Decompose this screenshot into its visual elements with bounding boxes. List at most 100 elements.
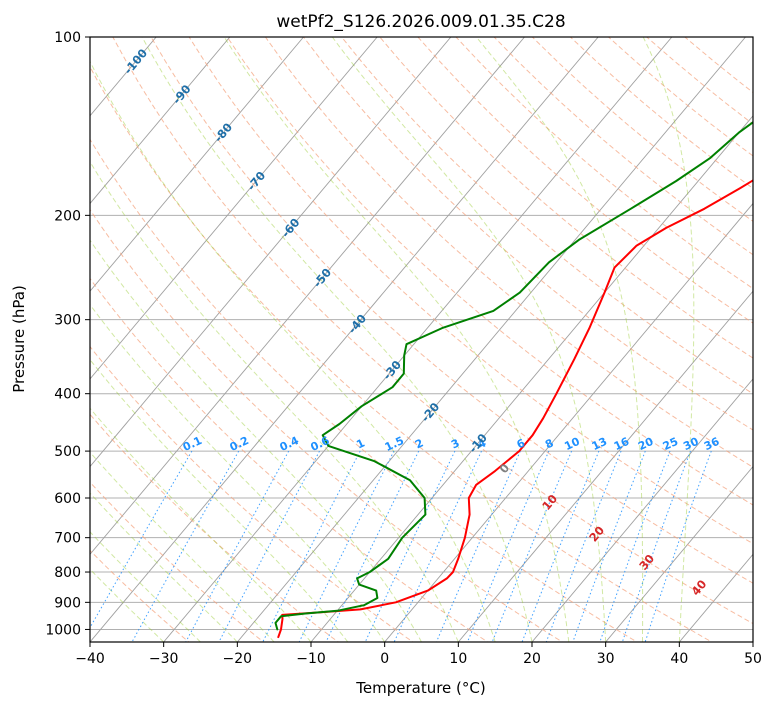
temperature-point: [468, 514, 471, 516]
dewpoint-point: [375, 590, 377, 592]
dewpoint-point: [441, 327, 443, 329]
dry-adiabat: [90, 138, 638, 642]
dewpoint-point: [336, 610, 338, 612]
dry-adiabat: [684, 37, 753, 94]
isotherm-line: [0, 37, 9, 642]
dewpoint-point: [548, 261, 550, 263]
dry-adiabat: [90, 345, 414, 642]
temperature-point: [427, 590, 429, 592]
moist-adiabat: [90, 492, 238, 642]
isotherm-label: 40: [688, 577, 709, 598]
x-tick-label: 50: [744, 651, 762, 667]
isotherm-line: [90, 37, 599, 642]
y-tick-label: 100: [54, 30, 81, 46]
temperature-point: [446, 577, 448, 579]
dewpoint-point: [322, 434, 324, 436]
dewpoint-point: [492, 310, 494, 312]
temperature-point: [703, 208, 705, 210]
isotherm-line: [90, 37, 452, 468]
dry-adiabat: [150, 37, 753, 584]
dry-adiabat: [608, 37, 753, 157]
chart-title: wetPf2_S126.2026.009.01.35.C28: [276, 12, 565, 32]
temperature-point: [475, 484, 477, 486]
mixing-ratio-line: [466, 450, 550, 642]
temperature-point: [468, 497, 470, 499]
dewpoint-point: [403, 373, 405, 375]
mixing-ratio-line: [599, 450, 671, 642]
temperature-point: [635, 245, 638, 247]
dewpoint-point: [424, 514, 426, 516]
moist-adiabat: [476, 37, 644, 642]
mixing-ratio-label: 20: [636, 435, 656, 453]
temperature-point: [573, 358, 575, 360]
dry-adiabat: [493, 37, 753, 256]
dewpoint-point: [403, 355, 405, 357]
dewpoint-point: [356, 577, 358, 579]
isotherm-line: [531, 378, 753, 642]
dewpoint-point: [423, 497, 426, 499]
moist-adiabat: [90, 451, 275, 642]
isotherm-line: [236, 37, 746, 642]
y-tick-label: 600: [54, 491, 81, 507]
dewpoint-point: [361, 405, 363, 407]
y-tick-label: 400: [54, 387, 81, 403]
isotherm-line: [752, 641, 753, 642]
mixing-ratio-label: 36: [702, 435, 722, 453]
temperature-point: [464, 537, 466, 539]
moist-adiabat: [90, 303, 386, 642]
isotherm-line: [678, 553, 753, 642]
mixing-ratio-line: [491, 450, 573, 642]
mixing-ratio-line: [393, 450, 482, 642]
isotherm-line: [90, 37, 525, 556]
mixing-ratio-label: 3: [449, 436, 461, 451]
dewpoint-point: [738, 132, 740, 134]
dry-adiabat: [188, 37, 753, 545]
mixing-ratio-line: [298, 450, 395, 642]
isotherm-line: [90, 37, 231, 205]
moist-adiabat: [90, 358, 349, 642]
dry-adiabat: [455, 37, 753, 290]
plot-area: [0, 37, 753, 642]
temperature-point: [739, 187, 741, 189]
x-tick-label: −10: [296, 651, 326, 667]
temperature-point: [542, 417, 544, 419]
dewpoint-point: [363, 604, 365, 606]
isotherm-line: [605, 465, 753, 642]
mixing-ratio-line: [621, 450, 691, 642]
mixing-ratio-line: [545, 450, 622, 642]
mixing-ratio-label: 10: [562, 435, 582, 453]
temperature-point: [281, 618, 284, 620]
dry-adiabat: [90, 481, 265, 642]
moist-adiabat: [331, 37, 607, 642]
isotherm-label: -90: [170, 82, 194, 107]
dewpoint-point: [280, 615, 282, 617]
isotherm-label: 30: [636, 552, 657, 573]
temperature-point: [613, 266, 616, 269]
temperature-point: [588, 327, 591, 329]
isotherm-label: -100: [121, 46, 150, 77]
temperature-point: [555, 393, 558, 395]
temperature-point: [518, 450, 520, 452]
dewpoint-point: [327, 445, 329, 447]
dewpoint-point: [519, 291, 521, 294]
temperature-point: [665, 227, 667, 229]
x-tick-label: −40: [75, 651, 105, 667]
dry-adiabat: [90, 65, 713, 642]
temperature-profile-line: [277, 179, 753, 639]
dewpoint-point: [276, 628, 278, 631]
isotherm-line: [457, 290, 753, 642]
x-tick-label: 10: [449, 651, 467, 667]
temperature-point: [395, 601, 397, 603]
mixing-ratio-label: 1: [354, 436, 366, 451]
dry-adiabat: [531, 37, 753, 222]
dry-adiabat: [417, 37, 753, 324]
mixing-ratio-line: [262, 450, 361, 642]
y-tick-label: 300: [54, 313, 81, 329]
isotherm-line: [384, 202, 753, 642]
y-tick-label: 900: [54, 595, 81, 611]
dewpoint-point: [369, 571, 371, 573]
moist-adiabat: [90, 239, 422, 642]
y-axis: 100 200 300 400 500 600 700 800 900 1000: [45, 30, 90, 638]
dewpoint-point: [391, 386, 394, 388]
